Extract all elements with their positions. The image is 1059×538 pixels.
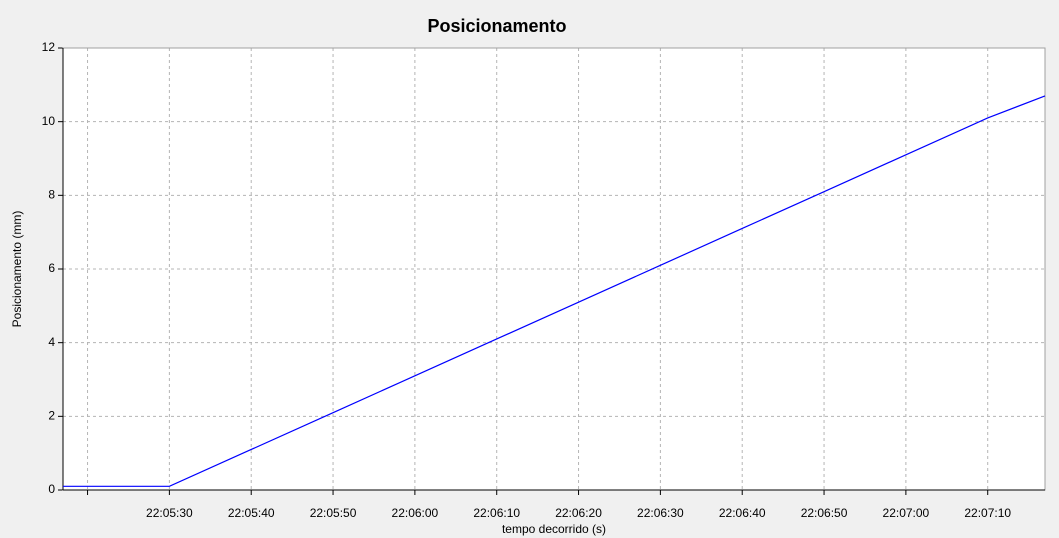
- x-tick-label: 22:05:50: [310, 506, 357, 520]
- y-axis-label: Posicionamento (mm): [10, 211, 24, 328]
- x-tick-label: 22:06:20: [555, 506, 602, 520]
- x-axis-label: tempo decorrido (s): [502, 522, 606, 536]
- y-tick-label: 12: [42, 40, 56, 54]
- x-tick-label: 22:05:30: [146, 506, 193, 520]
- data-line: [63, 95, 1046, 487]
- y-tick-label: 0: [48, 482, 55, 496]
- y-tick-label: 2: [48, 409, 55, 423]
- x-tick-label: 22:05:40: [228, 506, 275, 520]
- y-tick-label: 10: [42, 114, 56, 128]
- x-tick-label: 22:06:10: [473, 506, 520, 520]
- x-tick-label: 22:06:30: [637, 506, 684, 520]
- y-tick-label: 6: [48, 261, 55, 275]
- x-tick-label: 22:06:40: [719, 506, 766, 520]
- y-tick-label: 8: [48, 188, 55, 202]
- x-tick-label: 22:07:00: [883, 506, 930, 520]
- chart-title: Posicionamento: [427, 16, 566, 36]
- x-tick-label: 22:06:00: [392, 506, 439, 520]
- x-tick-label: 22:06:50: [801, 506, 848, 520]
- y-tick-label: 4: [48, 335, 55, 349]
- x-tick-label: 22:07:10: [964, 506, 1011, 520]
